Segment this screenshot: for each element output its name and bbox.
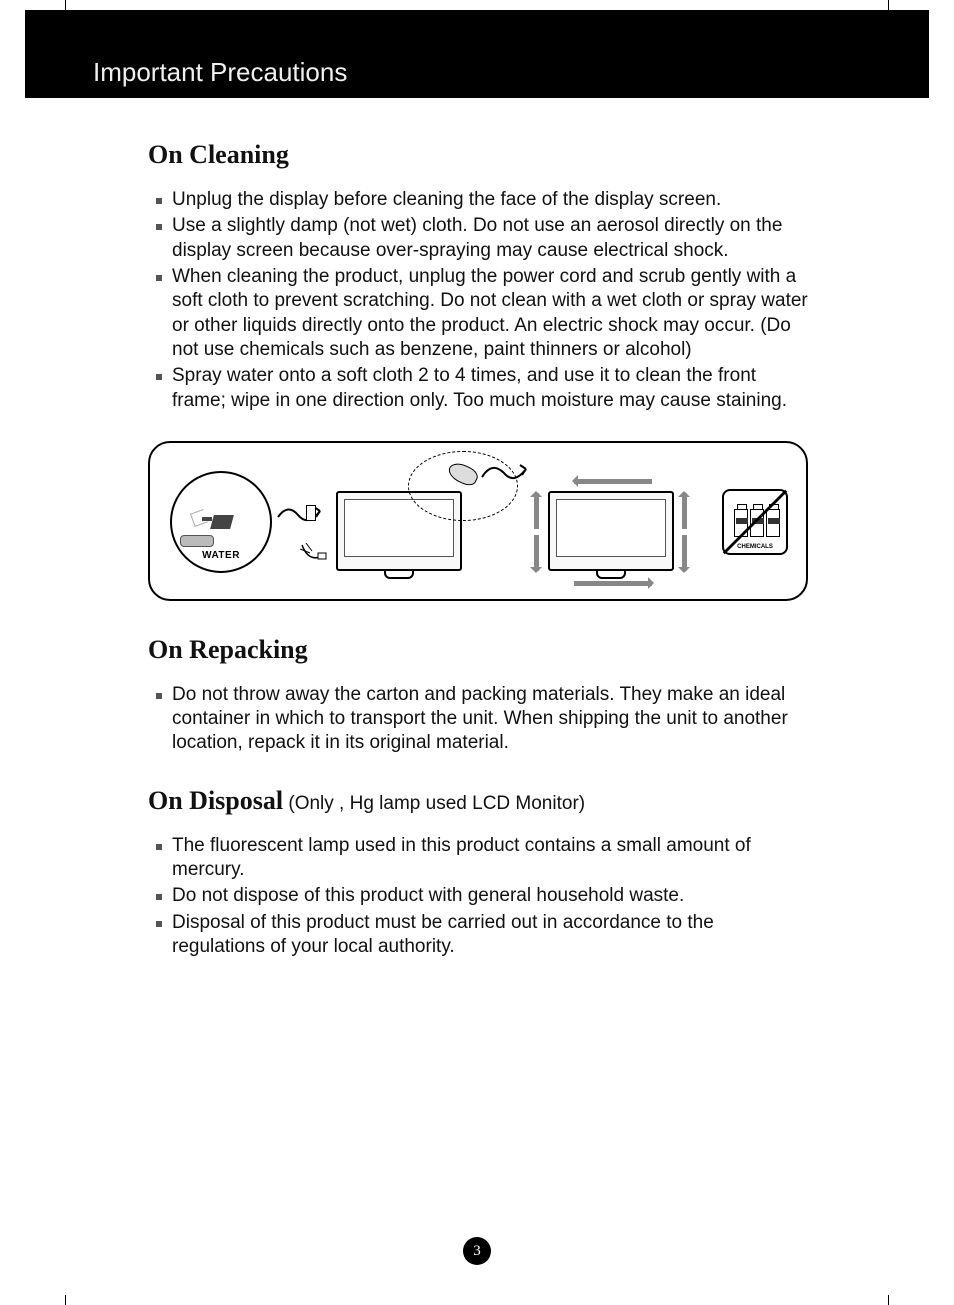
- content-area: On Cleaning Unplug the display before cl…: [148, 120, 808, 961]
- bottom-crop-mark: [65, 1295, 889, 1305]
- arrow-left-icon: [574, 479, 652, 484]
- list-item: Spray water onto a soft cloth 2 to 4 tim…: [160, 364, 808, 413]
- heading-disposal-sub: (Only , Hg lamp used LCD Monitor): [283, 793, 585, 814]
- disposal-list: The fluorescent lamp used in this produc…: [148, 834, 808, 960]
- list-item: Use a slightly damp (not wet) cloth. Do …: [160, 214, 808, 263]
- monitor-icon: [548, 491, 674, 571]
- page-title: Important Precautions: [93, 57, 347, 88]
- cleaning-diagram: WATER: [148, 441, 808, 601]
- power-plug-icon: [300, 543, 330, 563]
- list-item: Unplug the display before cleaning the f…: [160, 188, 808, 212]
- arrow-down-icon: [682, 535, 687, 571]
- list-item: The fluorescent lamp used in this produc…: [160, 834, 808, 883]
- spray-bottle-icon: [202, 509, 240, 535]
- page-number: 3: [463, 1237, 491, 1265]
- no-chemicals-icon: CHEMICALS: [722, 489, 788, 555]
- cloth-icon: [180, 535, 214, 547]
- list-item: Do not dispose of this product with gene…: [160, 884, 808, 908]
- heading-disposal-main: On Disposal: [148, 786, 283, 815]
- arrow-icon: [480, 457, 540, 487]
- heading-disposal: On Disposal (Only , Hg lamp used LCD Mon…: [148, 786, 808, 816]
- arrow-up-icon: [682, 493, 687, 529]
- water-spray-icon: WATER: [170, 471, 272, 573]
- chemicals-label: CHEMICALS: [724, 544, 786, 550]
- repacking-list: Do not throw away the carton and packing…: [148, 683, 808, 756]
- heading-repacking: On Repacking: [148, 635, 808, 665]
- heading-cleaning: On Cleaning: [148, 140, 808, 170]
- wall-socket-icon: [306, 505, 316, 521]
- list-item: When cleaning the product, unplug the po…: [160, 265, 808, 362]
- list-item: Do not throw away the carton and packing…: [160, 683, 808, 756]
- header-bar: Important Precautions: [25, 10, 929, 98]
- cleaning-list: Unplug the display before cleaning the f…: [148, 188, 808, 413]
- arrow-right-icon: [574, 581, 652, 586]
- arrow-up-icon: [534, 493, 539, 529]
- water-label: WATER: [202, 550, 240, 561]
- list-item: Disposal of this product must be carried…: [160, 911, 808, 960]
- arrow-down-icon: [534, 535, 539, 571]
